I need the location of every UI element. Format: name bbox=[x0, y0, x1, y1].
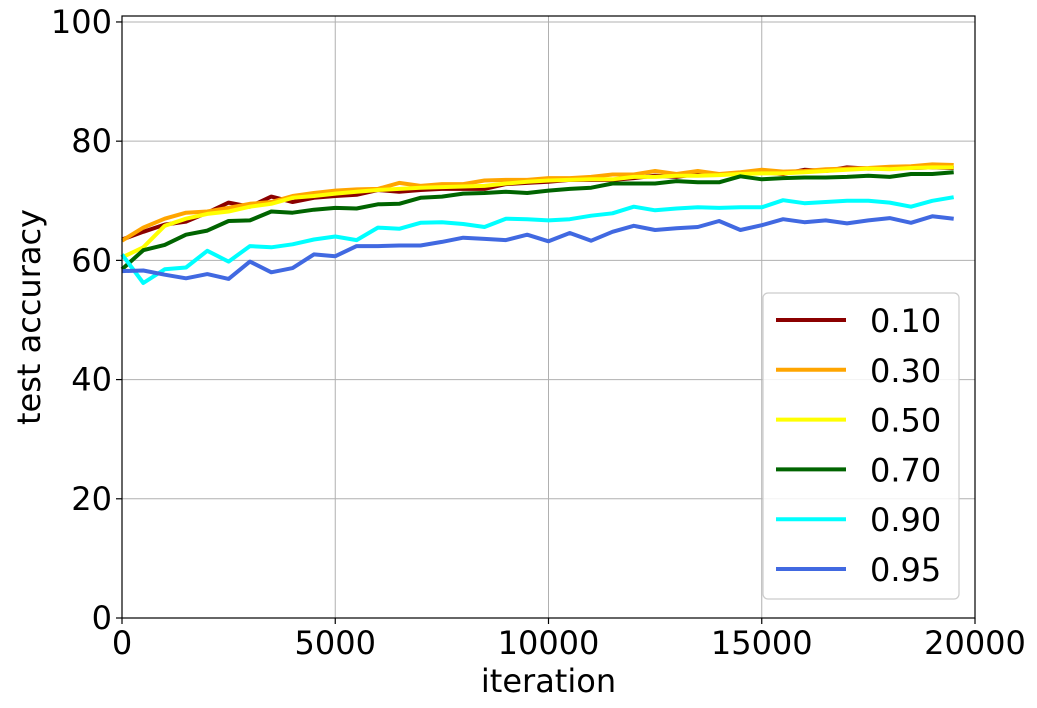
x-tick-label: 15000 bbox=[711, 624, 813, 662]
y-axis-title: test accuracy bbox=[10, 209, 48, 425]
legend-label-0.90: 0.90 bbox=[870, 501, 941, 539]
legend: 0.10 0.30 0.50 0.70 0.90 0.95 bbox=[762, 292, 960, 600]
y-tick-label: 80 bbox=[71, 122, 112, 160]
series-line-0.90 bbox=[120, 195, 955, 285]
x-tick-label: 0 bbox=[112, 624, 132, 662]
legend-label-0.50: 0.50 bbox=[870, 402, 941, 440]
series-line-0.95 bbox=[121, 214, 954, 281]
x-tick-label: 20000 bbox=[924, 624, 1026, 662]
y-tick-label: 0 bbox=[92, 599, 112, 637]
legend-label-0.10: 0.10 bbox=[870, 302, 941, 340]
x-tick-label: 10000 bbox=[498, 624, 600, 662]
legend-label-0.70: 0.70 bbox=[870, 451, 941, 489]
series-lines bbox=[120, 162, 955, 285]
legend-label-0.30: 0.30 bbox=[870, 352, 941, 390]
axis-ticks: 0 5000 10000 15000 20000 0 20 40 60 80 100 bbox=[51, 3, 1026, 662]
series-line-0.70 bbox=[120, 170, 954, 271]
y-tick-label: 60 bbox=[71, 241, 112, 279]
x-axis-title: iteration bbox=[481, 662, 616, 700]
series-line-0.50 bbox=[121, 165, 954, 260]
y-tick-label: 40 bbox=[71, 361, 112, 399]
x-tick-label: 5000 bbox=[295, 624, 376, 662]
y-tick-label: 100 bbox=[51, 3, 112, 41]
y-tick-label: 20 bbox=[71, 480, 112, 518]
grid bbox=[121, 16, 976, 619]
legend-label-0.95: 0.95 bbox=[870, 551, 941, 589]
